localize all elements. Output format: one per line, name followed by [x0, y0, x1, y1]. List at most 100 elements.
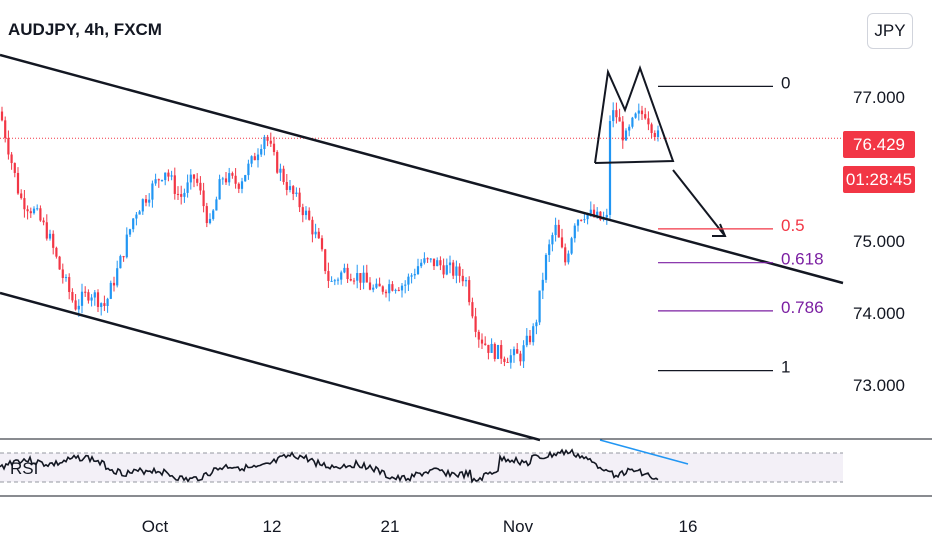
fib-level-label: 1 [781, 358, 790, 377]
candle-body [509, 355, 512, 363]
candle-body [420, 262, 423, 267]
candle-body [340, 272, 343, 280]
candle-body [199, 182, 202, 191]
candle-body [119, 256, 122, 269]
candle-body [74, 300, 77, 310]
candle-body [637, 110, 640, 114]
candle-body [356, 273, 359, 281]
candle-body [317, 231, 320, 239]
candle-body [7, 138, 10, 155]
x-axis: Oct 12 21 Nov 16 [142, 517, 698, 536]
candle-body [407, 276, 410, 285]
candle-body [452, 262, 455, 276]
rsi-divergence-line [599, 439, 689, 465]
fib-level-label: 0 [781, 73, 790, 92]
candle-body [292, 186, 295, 194]
candle-body [13, 163, 16, 173]
y-tick-label: 73.000 [853, 376, 905, 395]
candle-body [39, 208, 42, 221]
candle-body [535, 322, 538, 327]
candle-body [442, 265, 445, 275]
candle-body [455, 266, 458, 276]
candle-body [240, 181, 244, 189]
candle-body [474, 316, 477, 332]
y-axis: 77.000 75.000 74.000 73.000 [853, 88, 905, 395]
candle-body [493, 343, 496, 359]
currency-badge[interactable]: JPY [867, 13, 913, 49]
double-top-outline [594, 65, 675, 164]
candle-body [154, 179, 157, 184]
x-tick-label: Oct [142, 517, 169, 536]
candle-body [349, 279, 352, 281]
candle-body [202, 190, 205, 207]
candle-body [336, 279, 340, 281]
candle-body [186, 182, 189, 193]
candle-body [506, 361, 509, 363]
candle-body [71, 292, 74, 301]
candle-body [573, 225, 576, 239]
candle-body [141, 199, 144, 212]
candle-body [295, 192, 298, 194]
candle-body [490, 343, 493, 353]
candle-body [208, 218, 212, 224]
candle-body [327, 271, 330, 281]
x-tick-label: 12 [263, 517, 282, 536]
x-tick-label: 21 [381, 517, 400, 536]
candle-body [122, 256, 125, 258]
candle-body [532, 326, 535, 343]
candle-body [378, 283, 381, 287]
candle-body [151, 183, 154, 200]
candle-body [432, 258, 436, 267]
candle-body [253, 156, 256, 161]
candle-body [464, 280, 468, 282]
y-tick-label: 75.000 [853, 232, 905, 251]
candle-body [61, 269, 64, 278]
candle-body [196, 178, 199, 183]
fib-level-label: 0.786 [781, 298, 824, 317]
candle-body [285, 181, 288, 190]
candle-body [586, 213, 589, 220]
candle-body [560, 237, 564, 248]
projection-arrow [672, 169, 726, 237]
candle-body [557, 224, 560, 238]
candle-body [410, 275, 413, 277]
candle-body [484, 343, 487, 345]
candle-body [90, 297, 93, 301]
candle-body [308, 210, 311, 220]
candle-body [103, 303, 106, 306]
candle-body [269, 140, 272, 144]
candle-body [391, 284, 394, 291]
candle-body [164, 172, 167, 181]
candle-body [346, 267, 349, 280]
projection-arrow-head [712, 223, 727, 237]
candle-body [125, 234, 128, 258]
candle-body [109, 282, 112, 299]
candle-body [68, 277, 71, 293]
candle-body [592, 209, 596, 217]
candle-body [276, 151, 279, 173]
candle-body [394, 289, 397, 291]
last-price-tag: 76.429 [843, 131, 915, 158]
candle-body [64, 277, 68, 279]
candles-group [0, 102, 660, 369]
candle-body [330, 280, 333, 282]
candle-body [80, 291, 84, 306]
candle-body [304, 210, 308, 216]
candle-body [368, 282, 372, 290]
candle-body [599, 211, 602, 220]
candle-body [311, 219, 314, 235]
candle-body [260, 149, 263, 155]
candle-body [528, 335, 532, 343]
double-top-pattern [594, 65, 727, 237]
candle-body [138, 211, 141, 215]
fib-retracement: 0 0.5 0.618 0.786 1 [658, 73, 824, 377]
candle-body [544, 254, 548, 280]
candle-body [471, 302, 474, 317]
candle-body [87, 292, 90, 301]
candle-body [372, 287, 375, 290]
candle-body [628, 126, 631, 131]
rsi-line [0, 448, 659, 484]
candle-body [228, 173, 231, 183]
candle-body [263, 136, 266, 150]
